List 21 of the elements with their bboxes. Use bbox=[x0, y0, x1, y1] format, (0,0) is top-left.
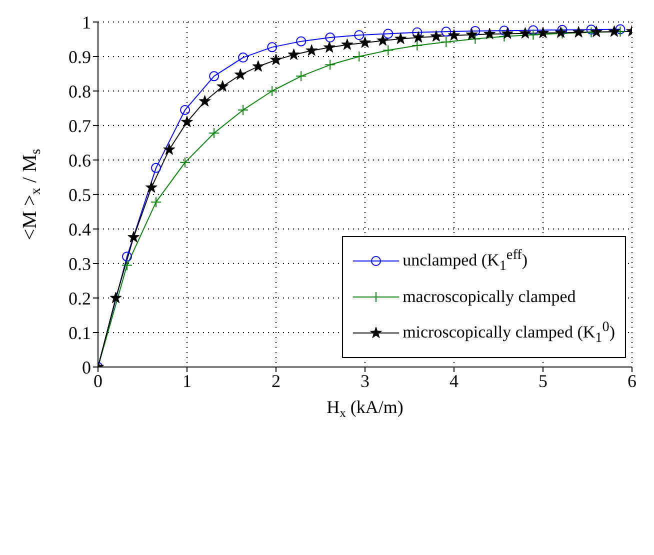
y-tick-label: 0.6 bbox=[68, 150, 91, 170]
x-tick-label: 3 bbox=[360, 370, 370, 391]
x-axis-title: H$_{x}$ (kA/m) bbox=[326, 397, 404, 420]
y-tick-label: 1 bbox=[82, 12, 91, 32]
legend-label: macroscopically clamped bbox=[402, 287, 576, 307]
y-tick-label: 0.7 bbox=[68, 116, 91, 136]
x-tick-label: 4 bbox=[450, 370, 458, 391]
x-tick-label: 2 bbox=[272, 370, 280, 391]
x-tick-label: 1 bbox=[182, 370, 192, 391]
y-tick-label: 0.4 bbox=[68, 219, 91, 240]
x-tick-label: 6 bbox=[628, 370, 636, 391]
y-tick-label: 0.2 bbox=[68, 288, 91, 308]
legend-label: unclamped (K$_{1}$$^{eff}$) bbox=[402, 246, 528, 276]
y-tick-label: 0.5 bbox=[68, 184, 91, 205]
y-tick-label: 0 bbox=[82, 357, 91, 378]
y-tick-label: 0.9 bbox=[68, 46, 91, 67]
y-tick-label: 0.3 bbox=[68, 254, 91, 274]
x-tick-label: 5 bbox=[538, 370, 548, 391]
y-tick-label: 0.1 bbox=[68, 322, 91, 343]
y-tick-label: 0.8 bbox=[68, 81, 91, 102]
legend-label: microscopically clamped (K$_{1}$$^{0}$) bbox=[402, 318, 615, 348]
